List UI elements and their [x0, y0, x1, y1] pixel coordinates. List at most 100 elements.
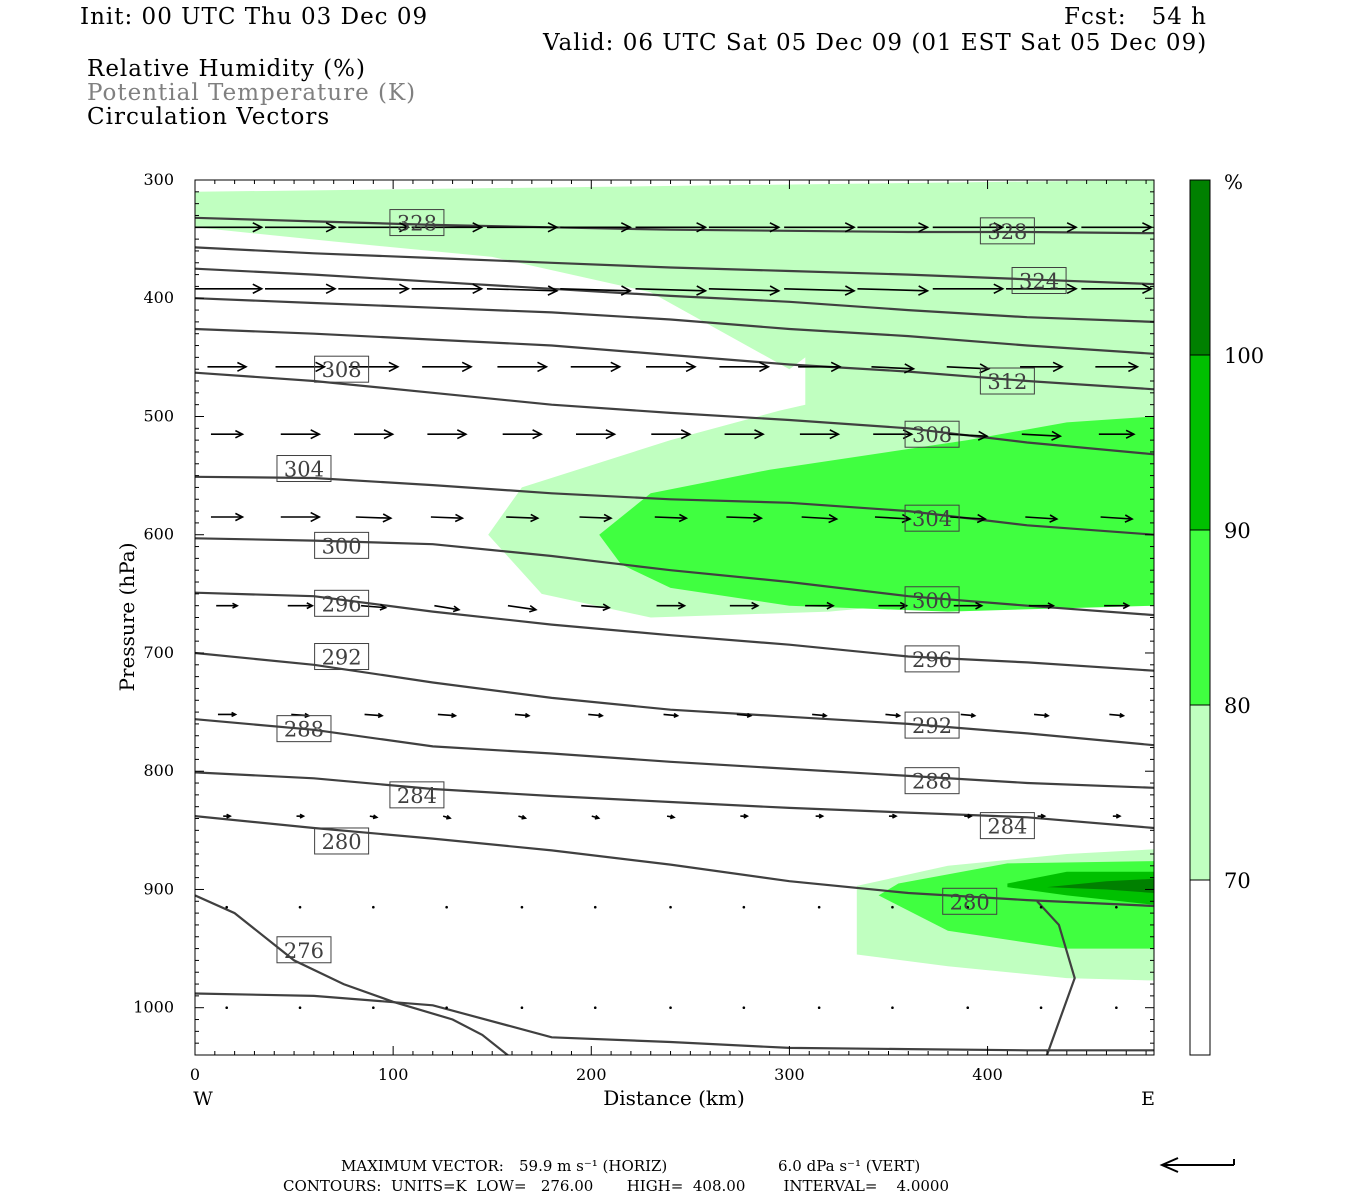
circulation-vector-8-12 — [1115, 905, 1118, 909]
svg-text:296: 296 — [912, 648, 952, 672]
svg-text:328: 328 — [397, 212, 437, 236]
circulation-vector-0-2 — [338, 222, 411, 233]
valid-time-label: Valid: 06 UTC Sat 05 Dec 09 (01 EST Sat … — [543, 30, 1208, 56]
circulation-vector-5-11 — [1028, 602, 1056, 610]
field-circulation-vectors-label: Circulation Vectors — [87, 104, 331, 130]
circulation-vector-4-1 — [280, 511, 322, 523]
circulation-vector-5-6 — [656, 601, 687, 610]
x-tick-label-400: 400 — [972, 1065, 1003, 1084]
circulation-vector-9-8 — [817, 1006, 821, 1010]
theta-contour-308-5 — [195, 371, 1154, 456]
circulation-vector-9-7 — [742, 1006, 746, 1010]
circulation-vector-3-8 — [799, 429, 841, 440]
svg-text:304: 304 — [284, 458, 324, 482]
theta-label-328-1: 328 — [979, 217, 1035, 245]
theta-label-layer: 328 328 324 312 308 308 304 304 300 300 296 296 292 2… — [276, 209, 1067, 964]
y-tick-label-500: 500 — [143, 406, 174, 425]
x-axis-title: Distance (km) — [603, 1086, 745, 1110]
field-potential-temperature-label: Potential Temperature (K) — [87, 80, 417, 106]
circulation-vector-1-3 — [411, 283, 484, 295]
circulation-vector-2-3 — [422, 361, 473, 373]
circulation-vector-4-6 — [654, 513, 689, 523]
circulation-vector-2-12 — [1095, 361, 1140, 373]
circulation-vector-0-7 — [708, 222, 781, 233]
field-relative-humidity-label: Relative Humidity (%) — [87, 56, 366, 82]
svg-text:292: 292 — [322, 646, 362, 670]
circulation-vector-0-4 — [486, 222, 559, 233]
circulation-vector-6-12 — [1109, 712, 1126, 718]
circulation-vector-6-4 — [514, 712, 531, 718]
circulation-vector-3-2 — [354, 429, 395, 440]
circulation-vector-7-11 — [1037, 813, 1047, 819]
circulation-vector-6-2 — [364, 712, 384, 719]
theta-label-296-1: 296 — [904, 645, 960, 673]
svg-text:288: 288 — [912, 770, 952, 794]
theta-contour-312-4 — [195, 327, 1154, 391]
circulation-vector-4-11 — [1025, 514, 1059, 523]
circulation-vector-0-6 — [635, 222, 708, 233]
circulation-vector-2-8 — [798, 361, 842, 373]
circulation-vector-8-10 — [966, 905, 970, 909]
svg-text:296: 296 — [322, 592, 362, 616]
theta-contour-296-8 — [195, 591, 1154, 672]
theta-label-312-0: 312 — [979, 367, 1035, 395]
svg-text:284: 284 — [397, 784, 437, 808]
x-axis-west-label: W — [193, 1088, 213, 1110]
svg-text:300: 300 — [322, 534, 362, 558]
circulation-vector-8-9 — [891, 905, 894, 909]
x-tick-label-200: 200 — [576, 1065, 607, 1084]
circulation-vector-0-3 — [411, 222, 484, 233]
svg-text:328: 328 — [987, 220, 1027, 244]
circulation-vector-7-4 — [518, 814, 528, 820]
circulation-vector-7-6 — [666, 814, 676, 820]
circulation-vector-2-11 — [1020, 361, 1064, 373]
circulation-vector-3-11 — [1021, 430, 1063, 441]
circulation-vector-0-10 — [932, 222, 1005, 233]
svg-text:280: 280 — [322, 830, 362, 854]
circulation-vector-6-6 — [663, 712, 680, 718]
circulation-vector-5-2 — [361, 603, 388, 611]
theta-label-308-0: 308 — [314, 355, 370, 383]
theta-label-288-0: 288 — [276, 715, 332, 743]
circulation-vector-3-4 — [502, 429, 543, 440]
circulation-vector-7-9 — [888, 813, 898, 819]
circulation-vector-7-3 — [442, 814, 452, 820]
circulation-vector-2-4 — [497, 361, 549, 373]
circulation-vector-7-0 — [223, 813, 232, 819]
circulation-vector-8-0 — [225, 905, 229, 909]
theta-contour-304-6 — [195, 475, 1154, 536]
rh-shading-layer — [195, 180, 1154, 981]
y-axis-title: Pressure (hPa) — [115, 543, 139, 692]
circulation-vector-9-9 — [891, 1006, 894, 1010]
circulation-vector-2-7 — [719, 361, 771, 373]
circulation-vector-8-6 — [669, 905, 672, 909]
theta-label-300-1: 300 — [904, 586, 960, 614]
circulation-vector-8-4 — [520, 905, 524, 909]
theta-label-276-0: 276 — [276, 936, 332, 964]
y-tick-label-900: 900 — [143, 879, 174, 898]
circulation-vector-3-10 — [948, 430, 989, 441]
theta-contour-276-14 — [1036, 900, 1076, 1055]
theta-label-300-0: 300 — [314, 531, 370, 559]
colorbar-swatch-4 — [1189, 179, 1211, 356]
circulation-vector-2-2 — [348, 361, 400, 373]
reference-vector-arrow — [1159, 1157, 1235, 1173]
circulation-vector-9-11 — [1039, 1006, 1043, 1010]
theta-contour-320-2 — [195, 267, 1154, 323]
circulation-vector-8-5 — [593, 905, 597, 909]
circulation-vector-0-5 — [560, 222, 632, 233]
circulation-vector-7-12 — [1112, 813, 1122, 819]
circulation-vector-7-8 — [815, 813, 825, 819]
y-tick-label-400: 400 — [143, 288, 174, 307]
circulation-vector-2-9 — [871, 363, 916, 374]
colorbar-unit-label: % — [1224, 170, 1243, 194]
circulation-vector-5-3 — [434, 604, 461, 613]
theta-contour-324-1 — [195, 246, 1154, 286]
circulation-vector-0-8 — [784, 222, 856, 233]
circulation-vector-7-1 — [296, 813, 306, 819]
circulation-vector-0-11 — [1006, 222, 1078, 233]
circulation-vector-3-12 — [1098, 429, 1136, 439]
circulation-vector-layer — [195, 222, 1154, 1010]
theta-contour-328-0 — [195, 216, 1154, 235]
